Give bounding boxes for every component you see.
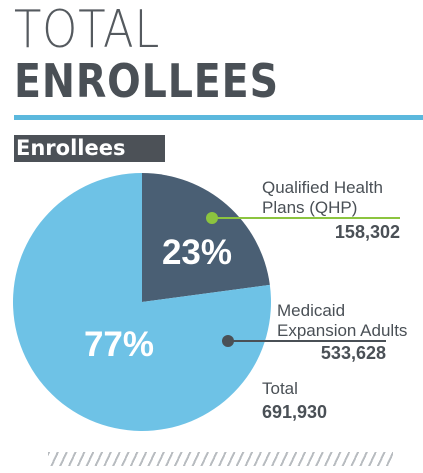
section-label: Enrollees <box>14 135 165 162</box>
legend-value-medicaid: 533,628 <box>321 343 386 363</box>
total-label: Total <box>262 379 298 398</box>
pie-percent-label-medicaid: 77% <box>84 325 154 364</box>
legend-label-medicaid-line2: Expansion Adults <box>277 321 407 340</box>
pie-percent-label-qhp: 23% <box>162 233 232 272</box>
title-underline <box>14 115 423 120</box>
footer-hatch-divider <box>48 452 393 466</box>
legend-label-qhp-line1: Qualified Health <box>262 178 383 197</box>
callout-dot-medicaid <box>222 335 234 347</box>
title-line-1: TOTAL <box>14 0 161 60</box>
total-value: 691,930 <box>262 402 327 422</box>
pie-slice-qhp <box>142 173 270 302</box>
pie-slice-medicaid <box>12 173 271 431</box>
title-line-2: ENROLLEES <box>14 54 279 108</box>
callout-dot-qhp <box>206 212 218 224</box>
legend-value-qhp: 158,302 <box>335 222 400 242</box>
legend-label-qhp-line2: Plans (QHP) <box>262 198 357 217</box>
legend-label-medicaid-line1: Medicaid <box>277 301 345 320</box>
